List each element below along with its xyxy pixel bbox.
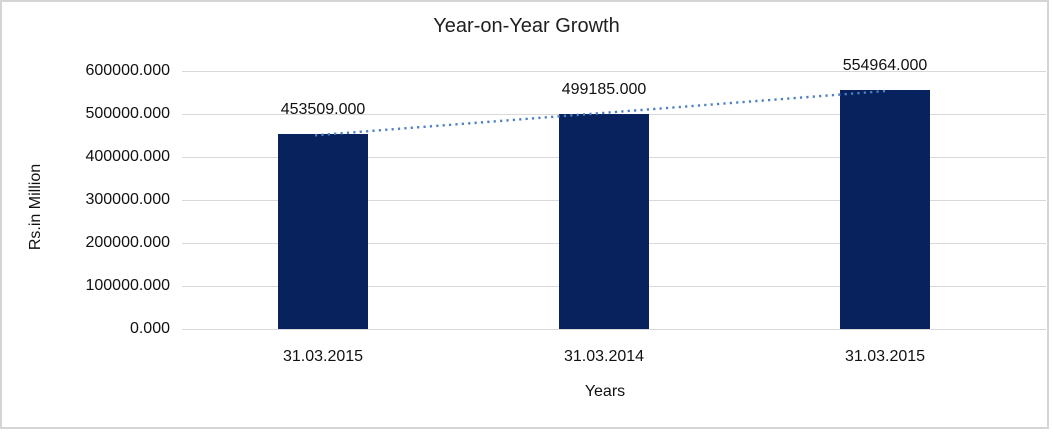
chart-title: Year-on-Year Growth	[433, 15, 620, 37]
data-label: 499185.000	[561, 81, 647, 99]
bar	[278, 133, 368, 329]
y-tick-label: 0.000	[129, 320, 170, 337]
gridline	[182, 71, 1046, 72]
data-label: 453509.000	[280, 100, 366, 118]
data-label: 554964.000	[842, 57, 928, 75]
y-tick-label: 100000.000	[85, 277, 170, 294]
y-tick-label: 300000.000	[85, 191, 170, 208]
x-axis-title: Years	[584, 383, 626, 400]
y-tick-label: 200000.000	[85, 234, 170, 251]
x-tick-label: 31.03.2015	[282, 348, 364, 365]
gridline	[182, 329, 1046, 330]
bar	[559, 114, 649, 329]
x-tick-label: 31.03.2015	[844, 348, 926, 365]
y-tick-label: 600000.000	[85, 62, 170, 79]
x-tick-label: 31.03.2014	[563, 348, 645, 365]
y-tick-label: 400000.000	[85, 148, 170, 165]
bar	[840, 90, 930, 329]
y-tick-label: 500000.000	[85, 105, 170, 122]
